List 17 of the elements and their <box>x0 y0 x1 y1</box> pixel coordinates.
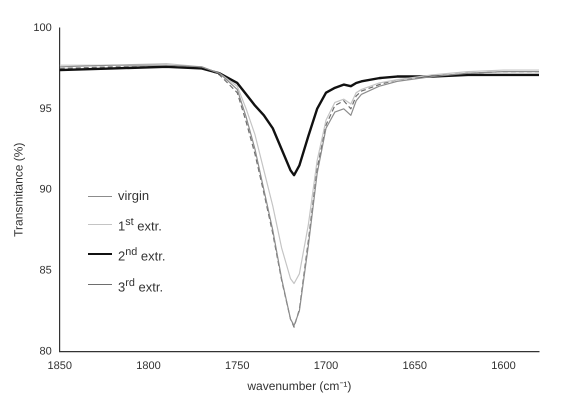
x-tick-label: 1800 <box>136 360 161 372</box>
y-tick-label: 80 <box>40 345 52 358</box>
x-tick-label: 1650 <box>402 360 427 372</box>
x-axis-title: wavenumber (cm⁻¹) <box>246 379 352 394</box>
y-tick-label: 95 <box>40 102 52 115</box>
x-tick-label: 1600 <box>491 360 516 372</box>
legend-label: 3$^{rd}$ extr. <box>118 276 164 296</box>
y-tick-label: 90 <box>40 184 52 196</box>
x-tick-label: 1700 <box>314 360 338 372</box>
x-tick-label: 1750 <box>225 360 250 372</box>
legend-label: 1$^{st}$ extr. <box>118 215 162 236</box>
y-tick-label: 85 <box>40 264 52 277</box>
y-tick-label: 100 <box>33 22 52 34</box>
legend-label: virgin <box>118 187 150 205</box>
x-tick-label: 1850 <box>48 360 72 372</box>
legend-label: 2$^{nd}$ extr. <box>118 245 166 266</box>
y-axis-title: Transmitance (%) <box>12 142 26 237</box>
